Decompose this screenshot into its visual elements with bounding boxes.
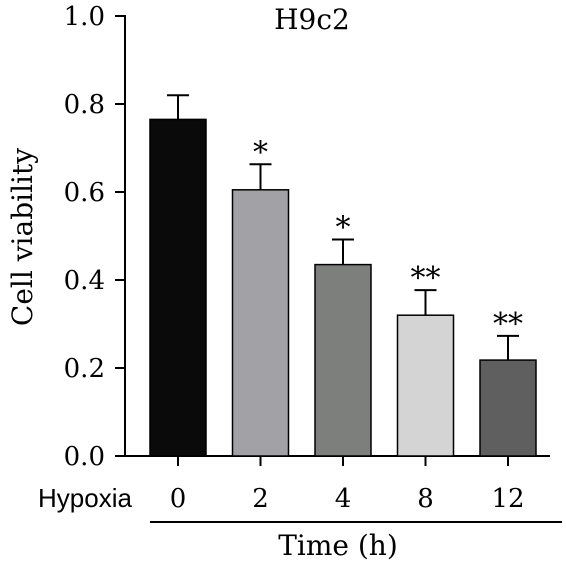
bar-8	[396, 314, 455, 457]
y-tick-label-0: 0.0	[64, 442, 105, 472]
x-tick-label-0: 0	[170, 484, 187, 514]
bar-4	[314, 263, 372, 457]
significance-1: *	[253, 135, 268, 170]
y-tick-label-1: 0.2	[64, 354, 105, 384]
y-tick-label-2: 0.4	[64, 266, 105, 296]
significance-2: *	[336, 211, 351, 246]
bar-2	[231, 189, 290, 457]
chart-title: H9c2	[274, 3, 350, 36]
significance-3: **	[411, 261, 441, 296]
y-tick-label-4: 0.8	[64, 90, 105, 120]
bar-0	[149, 118, 207, 457]
significance-4: **	[493, 307, 523, 342]
x-tick-label-8: 8	[417, 484, 434, 514]
x-tick-label-2: 2	[252, 484, 269, 514]
plot-area: 0.0 0.2 0.4 0.6 0.8 1.0 0 2 * 4 * 8 ** 12 **	[64, 2, 550, 514]
bar-12	[479, 359, 537, 457]
y-axis-title: Cell viability	[6, 148, 39, 326]
x-axis-title: Time (h)	[278, 529, 398, 562]
x-tick-label-12: 12	[491, 484, 524, 514]
x-tick-label-4: 4	[335, 484, 352, 514]
y-tick-label-3: 0.6	[64, 178, 105, 208]
y-tick-label-5: 1.0	[64, 2, 105, 32]
hypoxia-row-label: Hypoxia	[38, 483, 132, 513]
